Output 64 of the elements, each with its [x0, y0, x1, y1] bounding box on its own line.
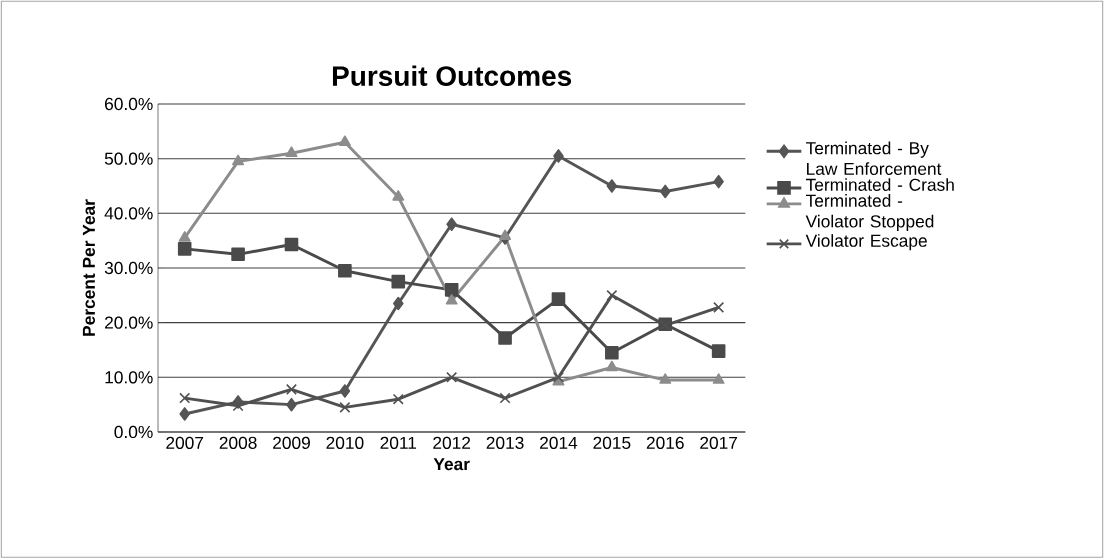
- point: [446, 371, 458, 384]
- point: [392, 393, 404, 405]
- point: [553, 149, 564, 163]
- point: [179, 392, 191, 404]
- x-tick-label: 2012: [433, 436, 471, 450]
- point: [552, 371, 564, 384]
- chart-title: Pursuit Outcomes: [332, 65, 572, 87]
- point: [392, 190, 405, 201]
- point: [712, 373, 725, 385]
- x-tick-label: 2008: [219, 436, 257, 450]
- y-tick-label: 20.0%: [105, 316, 153, 329]
- x-tick-label: 2010: [326, 436, 364, 450]
- x-tick-label: 2011: [380, 436, 417, 450]
- y-tick-label: 50.0%: [104, 152, 153, 165]
- legend-label: Terminated - Violator Stopped: [805, 194, 934, 232]
- point: [499, 392, 511, 404]
- legend-label: Violator Escape: [805, 234, 927, 251]
- y-tick-label: 10.0%: [105, 371, 153, 384]
- point: [659, 184, 671, 199]
- point: [391, 275, 406, 289]
- x-tick-label: 2017: [700, 436, 738, 450]
- point: [445, 294, 458, 305]
- y-tick-label: 0.0%: [114, 426, 153, 439]
- point: [606, 289, 618, 302]
- point: [606, 179, 618, 193]
- point: [285, 146, 298, 158]
- point: [231, 247, 245, 262]
- point: [178, 231, 191, 242]
- point: [339, 402, 351, 414]
- point: [444, 283, 459, 297]
- point: [338, 135, 351, 147]
- y-tick-label: 30.0%: [104, 262, 153, 275]
- point: [179, 407, 190, 421]
- x-axis-title: Year: [433, 458, 470, 471]
- point: [339, 384, 351, 398]
- x-tick-label: 2016: [646, 436, 684, 450]
- x-tick-label: 2013: [486, 436, 524, 450]
- point: [177, 242, 192, 256]
- point: [659, 373, 672, 385]
- y-tick-label: 40.0%: [104, 207, 153, 220]
- point: [498, 331, 512, 345]
- point: [392, 296, 404, 311]
- point: [713, 174, 724, 189]
- point: [551, 292, 566, 307]
- y-axis-title: Percent Per Year: [82, 199, 95, 336]
- y-tick-label: 60.0%: [105, 98, 153, 111]
- point: [446, 217, 457, 232]
- point: [338, 264, 352, 278]
- point: [285, 384, 297, 396]
- point: [284, 237, 299, 252]
- x-tick-label: 2014: [540, 436, 578, 450]
- point: [605, 346, 619, 360]
- point: [713, 302, 725, 314]
- point: [711, 344, 726, 359]
- legend-label: Terminated - Crash: [806, 178, 954, 192]
- point: [605, 360, 618, 372]
- point: [232, 400, 244, 412]
- point: [232, 154, 245, 166]
- x-tick-label: 2015: [593, 436, 631, 450]
- legend-label: Terminated - By Law Enforcement: [806, 141, 942, 176]
- point: [499, 229, 512, 241]
- x-tick-label: 2007: [166, 436, 204, 450]
- x-tick-label: 2009: [273, 436, 310, 450]
- point: [286, 398, 297, 412]
